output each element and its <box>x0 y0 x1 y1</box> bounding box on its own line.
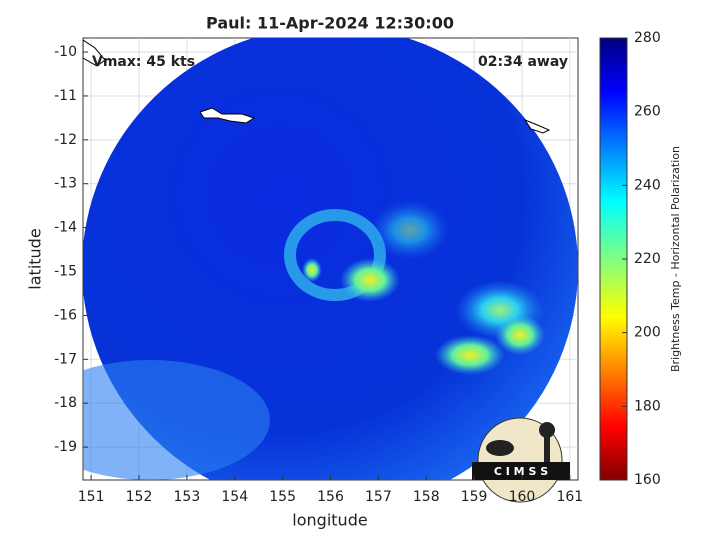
convection <box>340 258 400 302</box>
y-tick-label: -15 <box>54 264 77 280</box>
convection <box>370 200 450 260</box>
logo: C I M S S <box>472 417 570 503</box>
annotation: 02:34 away <box>478 54 568 70</box>
colorbar-tick-label: 180 <box>634 398 661 414</box>
x-tick-label: 159 <box>461 489 488 505</box>
logo-tower <box>544 430 550 462</box>
x-tick-label: 152 <box>126 489 153 505</box>
x-tick-label: 151 <box>78 489 105 505</box>
y-axis-label: latitude <box>26 228 45 289</box>
x-tick-label: 154 <box>221 489 248 505</box>
y-tick-label: -13 <box>54 176 77 192</box>
y-tick-label: -14 <box>54 220 77 236</box>
colorbar-tick-label: 200 <box>634 325 661 341</box>
y-tick-label: -10 <box>54 44 77 60</box>
x-axis-label: longitude <box>292 511 367 530</box>
y-tick-label: -16 <box>54 307 77 323</box>
colorbar-tick-label: 160 <box>634 472 661 488</box>
y-tick-label: -11 <box>54 88 77 104</box>
logo-dish <box>486 440 514 456</box>
logo-disk <box>477 417 563 503</box>
x-tick-label: 155 <box>269 489 296 505</box>
eyewall <box>284 209 386 301</box>
y-tick-label: -17 <box>54 351 77 367</box>
x-tick-label: 157 <box>365 489 392 505</box>
convection <box>302 258 322 282</box>
colorbar-tick-label: 220 <box>634 251 661 267</box>
y-tick-label: -19 <box>54 439 77 455</box>
x-tick-label: 156 <box>317 489 344 505</box>
island <box>83 39 106 67</box>
x-tick-label: 153 <box>174 489 201 505</box>
logo-tank <box>539 422 555 438</box>
island <box>199 107 256 124</box>
y-tick-label: -12 <box>54 132 77 148</box>
convection <box>435 335 505 375</box>
colorbar-tick-label: 240 <box>634 177 661 193</box>
x-tick-label: 160 <box>509 489 536 505</box>
logo-text: C I M S S <box>494 465 548 478</box>
chart-title: Paul: 11-Apr-2024 12:30:00 <box>206 14 454 33</box>
annotation: Vmax: 45 kts <box>92 54 195 70</box>
y-tick-label: -18 <box>54 395 77 411</box>
convection <box>495 315 545 355</box>
warm-region <box>83 360 270 480</box>
colorbar-label: Brightness Temp - Horizontal Polarizatio… <box>669 146 682 372</box>
island <box>523 118 551 134</box>
x-tick-label: 158 <box>413 489 440 505</box>
colorbar-tick-label: 260 <box>634 104 661 120</box>
imagery <box>83 38 578 480</box>
colorbar-tick-label: 280 <box>634 30 661 46</box>
x-tick-label: 161 <box>556 489 583 505</box>
logo-band <box>472 462 570 480</box>
